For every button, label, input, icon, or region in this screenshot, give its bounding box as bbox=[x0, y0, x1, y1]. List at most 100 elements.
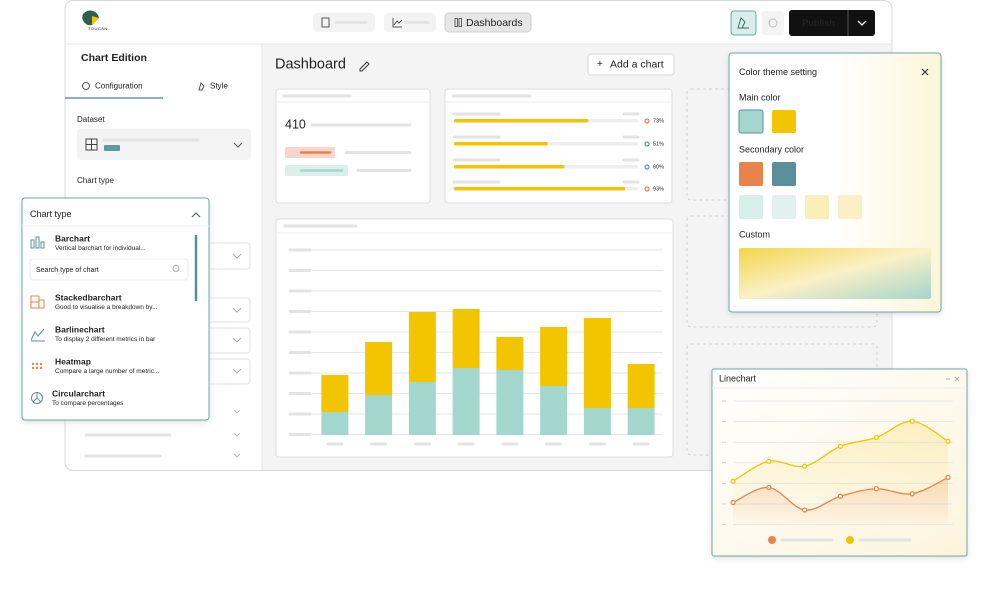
chart-type-name[interactable]: Barlinechart bbox=[55, 324, 105, 334]
line-point bbox=[945, 438, 951, 444]
popup-frame bbox=[21, 197, 210, 421]
collapse-chevron[interactable] bbox=[191, 212, 201, 218]
line-point bbox=[802, 463, 808, 469]
publish-menu-chevron[interactable] bbox=[857, 20, 867, 26]
edit-icon[interactable] bbox=[359, 61, 370, 72]
chart-type-popup: Chart type Search type of chart Barchart… bbox=[21, 197, 210, 421]
line-point bbox=[730, 499, 736, 506]
section-label: Secondary color bbox=[739, 144, 804, 154]
line-point bbox=[909, 418, 915, 424]
chart-type-description: Good to visualise a breakdown by... bbox=[55, 304, 158, 311]
bar-segment bbox=[627, 408, 655, 435]
stacked-icon bbox=[30, 295, 45, 309]
bar-segment bbox=[627, 364, 655, 408]
chart-type-name[interactable]: Stackedbarchart bbox=[55, 292, 122, 302]
circular-icon bbox=[32, 392, 42, 403]
color-swatch[interactable] bbox=[772, 110, 796, 133]
line-icon bbox=[30, 328, 45, 341]
kpi-card: 410 bbox=[275, 88, 431, 204]
style-button[interactable] bbox=[730, 10, 757, 36]
nav-label[interactable]: Dashboards bbox=[466, 17, 523, 29]
progress-label: 93% bbox=[653, 186, 664, 192]
settings-button[interactable] bbox=[762, 11, 784, 35]
chevron bbox=[232, 368, 242, 374]
search-box[interactable] bbox=[29, 258, 189, 281]
color-swatch[interactable] bbox=[772, 162, 796, 186]
color-swatch[interactable] bbox=[772, 195, 796, 219]
line-point bbox=[766, 458, 772, 464]
line-chart-panel: Linechart bbox=[711, 368, 968, 557]
line-point bbox=[873, 434, 879, 441]
color-theme-panel: Color theme setting Main color Secondary… bbox=[728, 52, 942, 313]
bar-chart-card bbox=[275, 218, 674, 458]
tab-label[interactable]: Style bbox=[210, 82, 228, 91]
line-point bbox=[837, 443, 844, 449]
panel-title: Linechart bbox=[719, 373, 757, 383]
close-icon[interactable] bbox=[954, 376, 960, 382]
nav-button[interactable] bbox=[384, 13, 436, 32]
publish-label[interactable]: Publish bbox=[802, 18, 835, 28]
chart-type-description: Vertical barchart for individual... bbox=[55, 245, 146, 252]
section-label: Custom bbox=[739, 229, 770, 239]
color-swatch[interactable] bbox=[739, 162, 763, 186]
close-icon[interactable] bbox=[921, 68, 929, 76]
line-point bbox=[945, 474, 951, 481]
status-dot bbox=[644, 186, 650, 192]
add-chart-button[interactable] bbox=[587, 53, 675, 76]
progress-bar bbox=[454, 187, 626, 191]
bar-segment bbox=[452, 368, 480, 435]
chevron bbox=[232, 253, 242, 259]
color-swatch[interactable] bbox=[739, 195, 763, 219]
progress-card: 73% 51% 60% 93% bbox=[444, 88, 673, 204]
style-tab-icon bbox=[198, 82, 205, 91]
progress-bar bbox=[454, 119, 589, 123]
bar-segment bbox=[365, 395, 393, 435]
nav-button[interactable] bbox=[313, 13, 375, 32]
style-icon bbox=[737, 17, 749, 29]
bar-segment bbox=[452, 309, 480, 368]
plus-icon: + bbox=[597, 59, 603, 70]
bar-segment bbox=[496, 370, 524, 435]
tab-label[interactable]: Configuration bbox=[95, 82, 143, 91]
panel-title: Color theme setting bbox=[739, 67, 817, 77]
dataset-chip bbox=[104, 145, 120, 151]
field-label: Dataset bbox=[77, 115, 105, 124]
bar-segment bbox=[321, 412, 349, 435]
line-point bbox=[873, 486, 879, 492]
publish-button[interactable] bbox=[789, 10, 875, 36]
color-swatch[interactable] bbox=[805, 195, 829, 219]
search-placeholder[interactable]: Search type of chart bbox=[36, 267, 99, 274]
popup-title: Chart type bbox=[30, 209, 72, 219]
chart-type-name[interactable]: Circularchart bbox=[52, 388, 105, 398]
dashboard-title: Dashboard bbox=[275, 56, 346, 72]
chevron bbox=[232, 307, 242, 313]
progress-bar bbox=[454, 142, 548, 146]
bar-segment bbox=[408, 382, 436, 435]
add-chart-label[interactable]: Add a chart bbox=[610, 58, 664, 70]
line-point bbox=[837, 493, 844, 499]
progress-label: 60% bbox=[653, 164, 664, 170]
chevron bbox=[233, 432, 241, 437]
custom-gradient[interactable] bbox=[739, 248, 931, 299]
bar-segment bbox=[583, 408, 611, 435]
chart-type-name[interactable]: Barchart bbox=[55, 233, 90, 243]
legend-dot bbox=[846, 536, 854, 544]
nav-dashboards[interactable]: Dashboards bbox=[444, 12, 532, 33]
nav-button-bg[interactable] bbox=[444, 12, 532, 33]
progress-bar bbox=[454, 165, 565, 169]
bar-segment bbox=[540, 327, 568, 386]
status-dot bbox=[644, 164, 650, 170]
settings-icon bbox=[768, 18, 778, 28]
search-icon bbox=[172, 265, 180, 272]
line-point bbox=[909, 491, 915, 497]
chart-type-name[interactable]: Heatmap bbox=[55, 356, 91, 366]
dataset-select[interactable] bbox=[77, 129, 251, 160]
nav-icon bbox=[392, 18, 402, 28]
nav-icon bbox=[393, 19, 403, 26]
color-swatch[interactable] bbox=[838, 195, 862, 219]
heatmap-icon bbox=[31, 362, 43, 370]
card bbox=[444, 88, 673, 204]
chevron bbox=[233, 409, 241, 414]
color-swatch[interactable] bbox=[738, 109, 764, 134]
empty-slot[interactable] bbox=[686, 343, 878, 456]
